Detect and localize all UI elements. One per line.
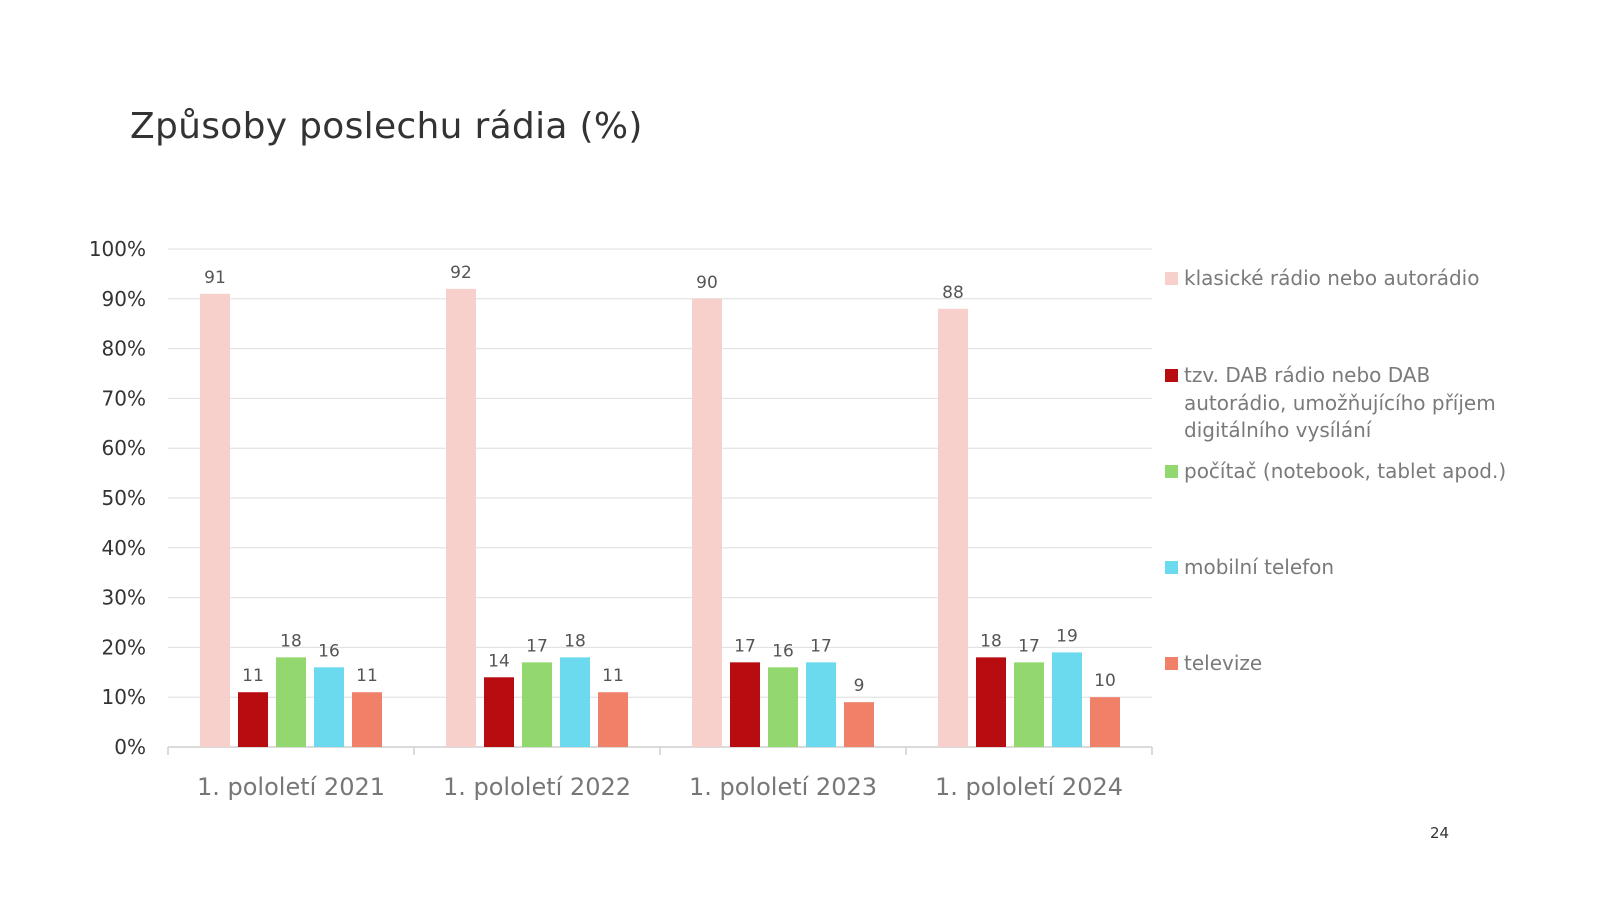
legend-label: počítač (notebook, tablet apod.) [1184, 459, 1507, 483]
bar [522, 662, 552, 747]
legend-item: mobilní telefon [1165, 554, 1334, 582]
legend-swatch [1165, 272, 1178, 285]
x-tick-label: 1. pololetí 2022 [443, 773, 631, 801]
legend-item: televize [1165, 650, 1262, 678]
data-label: 91 [204, 268, 226, 288]
data-label: 17 [1018, 636, 1040, 656]
y-tick-label: 10% [102, 685, 146, 709]
data-label: 19 [1056, 626, 1078, 646]
data-label: 18 [564, 631, 586, 651]
y-tick-label: 30% [102, 586, 146, 610]
y-tick-label: 100% [89, 237, 146, 261]
bar [200, 293, 230, 747]
data-label: 10 [1094, 671, 1116, 691]
bar [976, 657, 1006, 747]
data-label: 9 [854, 676, 865, 696]
bar [1090, 697, 1120, 747]
data-label: 11 [602, 666, 624, 686]
y-tick-label: 70% [102, 386, 146, 410]
bar [1052, 652, 1082, 747]
legend-label: televize [1184, 651, 1263, 675]
data-label: 14 [488, 651, 510, 671]
legend-label: mobilní telefon [1184, 555, 1335, 579]
bar [1014, 662, 1044, 747]
legend-swatch [1165, 465, 1178, 478]
data-label: 17 [526, 636, 548, 656]
data-label: 17 [810, 636, 832, 656]
data-label: 18 [280, 631, 302, 651]
legend-item: tzv. DAB rádio nebo DAB autorádio, umožň… [1165, 362, 1510, 445]
data-label: 92 [450, 263, 472, 283]
y-tick-label: 80% [102, 337, 146, 361]
bar [844, 702, 874, 747]
x-tick-label: 1. pololetí 2023 [689, 773, 877, 801]
legend-swatch [1165, 657, 1178, 670]
x-tick-label: 1. pololetí 2024 [935, 773, 1123, 801]
legend-item: počítač (notebook, tablet apod.) [1165, 458, 1506, 486]
legend-label: tzv. DAB rádio nebo DAB autorádio, umožň… [1184, 363, 1496, 442]
bar [598, 692, 628, 747]
data-label: 18 [980, 631, 1002, 651]
data-label: 88 [942, 283, 964, 303]
data-label: 11 [242, 666, 264, 686]
x-tick-label: 1. pololetí 2021 [197, 773, 385, 801]
legend-swatch [1165, 369, 1178, 382]
legend-label: klasické rádio nebo autorádio [1184, 266, 1480, 290]
y-tick-label: 0% [114, 735, 146, 759]
bar [276, 657, 306, 747]
data-label: 11 [356, 666, 378, 686]
bar [484, 677, 514, 747]
data-label: 17 [734, 636, 756, 656]
y-tick-label: 60% [102, 436, 146, 460]
bar [352, 692, 382, 747]
y-tick-label: 40% [102, 536, 146, 560]
bar [560, 657, 590, 747]
y-tick-label: 90% [102, 287, 146, 311]
y-tick-label: 20% [102, 635, 146, 659]
data-label: 16 [318, 641, 340, 661]
bar [446, 288, 476, 747]
bar [314, 667, 344, 747]
bar [730, 662, 760, 747]
bar [692, 298, 722, 747]
legend-swatch [1165, 561, 1178, 574]
bar [806, 662, 836, 747]
bar [768, 667, 798, 747]
y-tick-label: 50% [102, 486, 146, 510]
data-label: 16 [772, 641, 794, 661]
chart-title: Způsoby poslechu rádia (%) [130, 106, 643, 147]
legend-item: klasické rádio nebo autorádio [1165, 265, 1479, 293]
data-label: 90 [696, 273, 718, 293]
bar [938, 308, 968, 747]
page-number: 24 [1430, 824, 1450, 842]
bar [238, 692, 268, 747]
